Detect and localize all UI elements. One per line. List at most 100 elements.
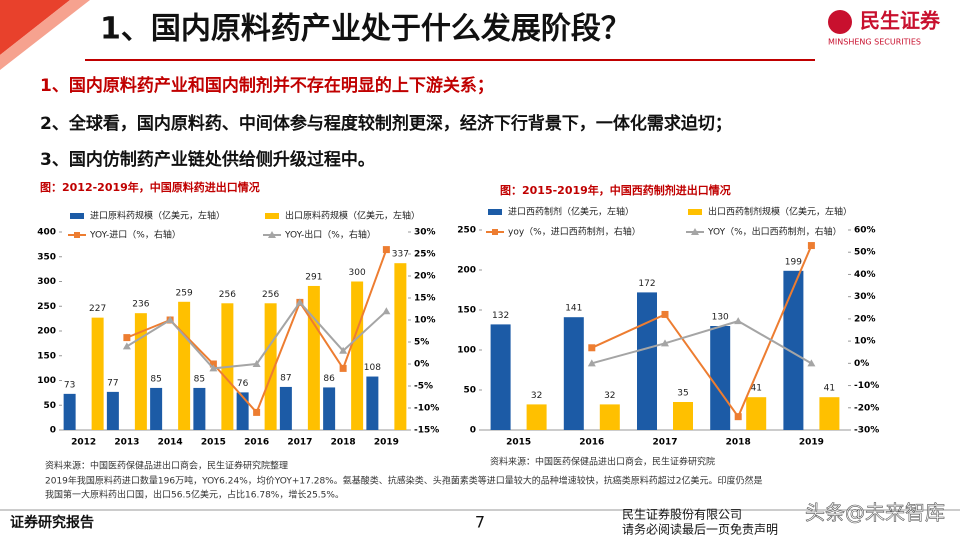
logo-en: MINSHENG SECURITIES (828, 38, 921, 47)
bar (599, 404, 620, 430)
value-label: 141 (565, 304, 582, 314)
legend-swatch (70, 213, 84, 219)
line-series (591, 245, 813, 419)
marker (339, 346, 348, 354)
marker (661, 339, 669, 347)
bar (394, 263, 407, 430)
y2-tick-label: 40% (854, 270, 876, 280)
marker (166, 316, 175, 323)
value-label: 256 (262, 290, 279, 300)
legend-label: YOY（%，出口西药制剂，右轴） (707, 226, 842, 238)
legend-swatch (265, 213, 279, 219)
marker (123, 334, 131, 342)
legend-label: 出口原料药规模（亿美元，左轴） (285, 210, 420, 222)
x-tick-label: 2012 (71, 438, 96, 448)
y2-tick-label: -30% (854, 426, 879, 436)
y2-tick-label: 0% (854, 359, 869, 369)
x-tick-label: 2016 (244, 438, 269, 448)
page-number: 7 (475, 513, 485, 532)
bar (63, 393, 76, 430)
x-tick-label: 2017 (287, 438, 312, 448)
value-label: 132 (492, 311, 509, 321)
value-label: 300 (349, 268, 366, 278)
note: 2019年我国原料药进口数量196万吨，YOY6.24%，均价YOY+17.28… (45, 475, 762, 487)
y-tick-label: 0 (50, 426, 56, 436)
bar (637, 292, 657, 430)
value-label: 108 (364, 363, 381, 373)
marker (253, 408, 261, 416)
value-label: 87 (280, 373, 291, 383)
value-label: 291 (305, 272, 322, 282)
footer-left: 证券研究报告 (10, 514, 94, 531)
legend-label: 进口西药制剂（亿美元，左轴） (508, 206, 634, 218)
legend-label: 出口西药制剂规模（亿美元，左轴） (708, 206, 852, 218)
y-tick-label: 250 (457, 226, 476, 236)
value-label: 73 (64, 380, 75, 390)
legend-label: YOY-出口（%，右轴） (284, 229, 376, 241)
value-label: 35 (677, 389, 688, 399)
y2-tick-label: 25% (414, 250, 436, 260)
x-tick-label: 2015 (506, 438, 531, 448)
value-label: 337 (392, 250, 409, 260)
logo-name: 民生证券 (860, 9, 941, 33)
marker (382, 246, 390, 254)
value-label: 86 (323, 374, 335, 384)
value-label: 41 (750, 384, 761, 394)
y-tick-label: 250 (37, 302, 56, 312)
value-label: 77 (107, 378, 118, 388)
bar (307, 285, 320, 430)
bar (264, 303, 277, 430)
y-tick-label: 400 (37, 228, 56, 238)
y2-tick-label: 50% (854, 248, 876, 258)
y2-tick-label: 30% (414, 228, 436, 238)
watermark: 头条@未来智库 (805, 501, 945, 525)
x-tick-label: 2017 (652, 438, 677, 448)
bar (710, 326, 731, 430)
bar (673, 402, 693, 430)
y2-tick-label: 10% (854, 337, 876, 347)
marker (339, 364, 347, 372)
y2-tick-label: -10% (414, 404, 439, 414)
x-tick-label: 2018 (331, 438, 356, 448)
y2-tick-label: 0% (414, 360, 429, 370)
value-label: 85 (150, 374, 161, 384)
marker (295, 298, 304, 306)
bar (366, 376, 379, 430)
value-label: 41 (824, 384, 835, 394)
marker (661, 310, 669, 318)
source: 资料来源：中国医药保健品进出口商会，民生证券研究院整理 (45, 460, 288, 472)
marker (209, 360, 217, 368)
y-tick-label: 200 (457, 266, 476, 276)
chart-title: 图：2015-2019年，中国西药制剂进出口情况 (500, 183, 731, 197)
legend-swatch (492, 229, 498, 235)
y-tick-label: 100 (457, 346, 476, 356)
bar (563, 317, 584, 430)
footer-disclaimer: 请务必阅读最后一页免责声明 (622, 522, 778, 537)
value-label: 76 (237, 379, 249, 389)
legend-label: YOY-进口（%，右轴） (89, 229, 181, 241)
legend-swatch (488, 209, 502, 215)
x-tick-label: 2013 (114, 438, 139, 448)
slide-title: 1、国内原料药产业处于什么发展阶段？ (100, 12, 631, 47)
value-label: 256 (219, 290, 236, 300)
value-label: 130 (712, 313, 729, 323)
bar (106, 391, 119, 430)
marker (734, 317, 743, 325)
value-label: 259 (176, 288, 193, 298)
bar (783, 270, 804, 430)
marker (588, 344, 596, 352)
bar (819, 397, 840, 430)
x-tick-label: 2019 (799, 438, 824, 448)
marker (382, 307, 391, 315)
marker (587, 359, 596, 367)
corner-decor (0, 0, 90, 70)
footer-company: 民生证券股份有限公司 (622, 507, 742, 522)
marker (734, 413, 742, 421)
legend-swatch (74, 232, 80, 238)
y2-tick-label: 60% (854, 226, 876, 236)
y-tick-label: 350 (37, 252, 56, 262)
y2-tick-label: 30% (854, 292, 876, 302)
marker (252, 360, 261, 367)
y2-tick-label: 5% (414, 338, 429, 348)
